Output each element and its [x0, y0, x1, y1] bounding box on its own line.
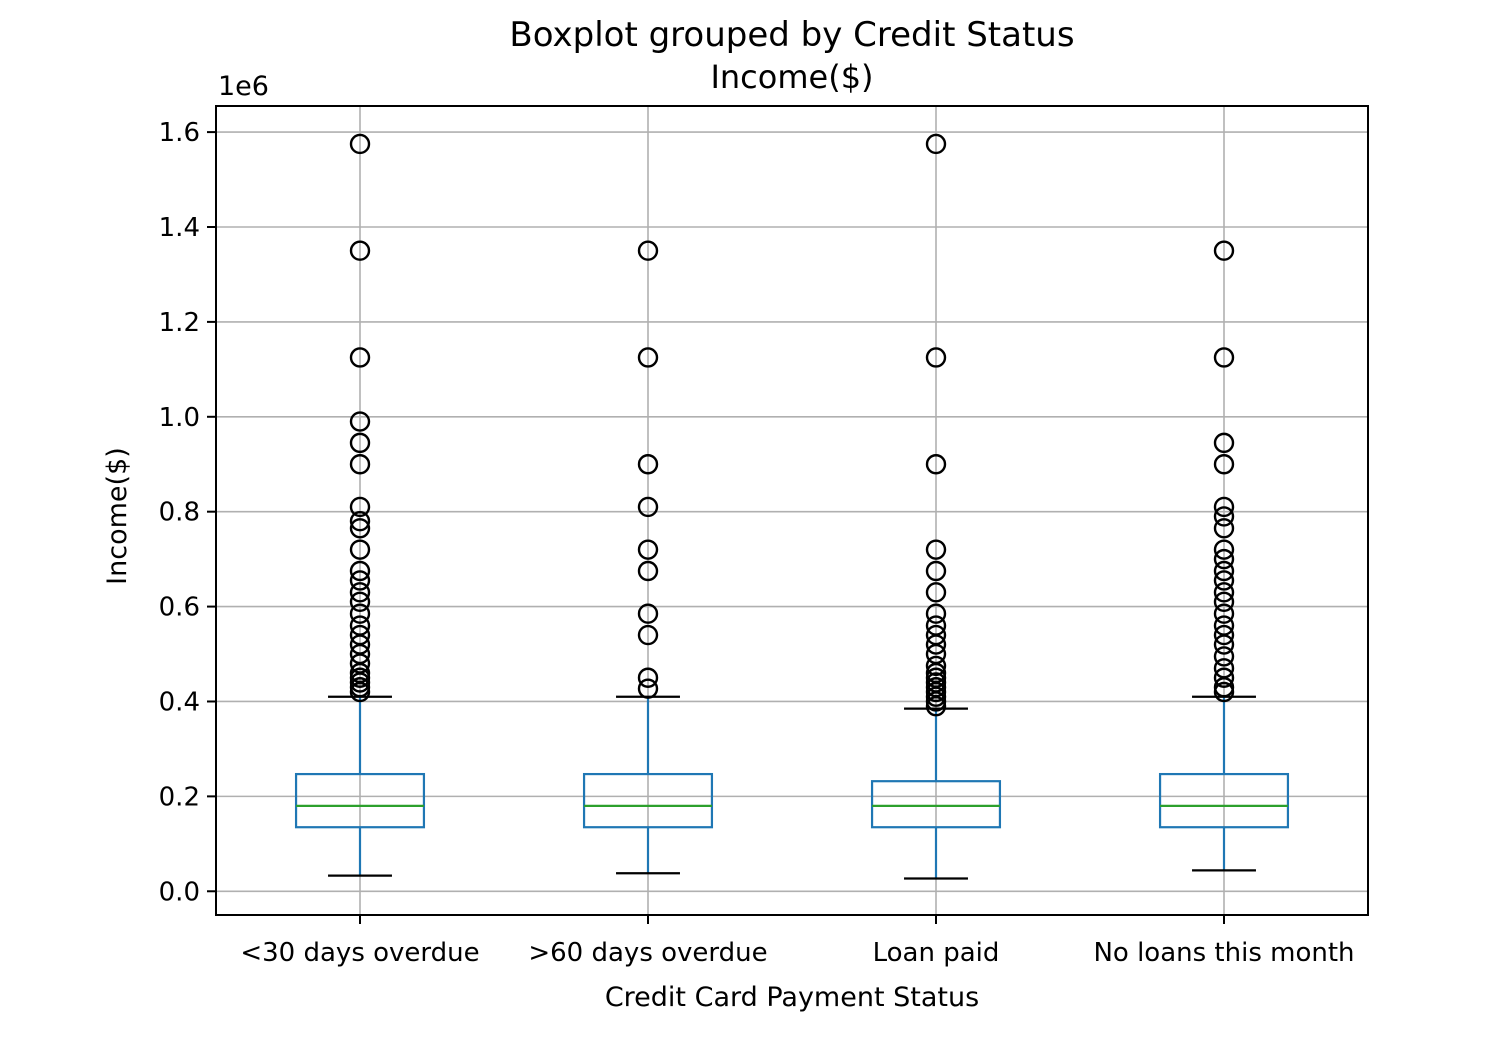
y-tick-label: 0.4 — [159, 687, 200, 717]
outlier-point — [637, 667, 659, 688]
outlier-point — [637, 240, 659, 261]
outlier-point — [637, 347, 659, 368]
outlier-point — [1213, 570, 1235, 591]
box-group-1 — [294, 133, 426, 877]
outlier-point — [925, 615, 947, 636]
outlier-point — [1213, 624, 1235, 646]
box-group-2 — [582, 240, 714, 875]
iqr-box — [582, 772, 714, 829]
outlier-point — [1213, 347, 1235, 368]
outlier-point — [925, 347, 947, 368]
outlier-point — [349, 510, 371, 532]
outlier-point — [1213, 603, 1235, 624]
outlier-point — [1213, 506, 1235, 527]
y-offset-label: 1e6 — [218, 71, 269, 102]
outlier-point — [349, 615, 371, 636]
outlier-point — [349, 539, 371, 560]
x-axis-label: Credit Card Payment Status — [605, 982, 979, 1013]
outlier-point — [925, 655, 947, 677]
outlier-point — [1213, 658, 1235, 679]
outlier-point — [637, 560, 659, 582]
outlier-point — [1213, 646, 1235, 667]
outlier-point — [349, 582, 371, 603]
outlier-point — [349, 518, 371, 539]
y-tick-label: 1.0 — [159, 403, 200, 433]
outlier-point — [925, 603, 947, 624]
iqr-box — [870, 780, 1002, 829]
outlier-point — [349, 570, 371, 591]
plot-frame — [215, 105, 1369, 916]
y-tick-label: 0.6 — [159, 593, 200, 623]
outlier-point — [349, 133, 371, 155]
outlier-point — [637, 624, 659, 646]
outlier-point — [349, 624, 371, 646]
iqr-box — [1158, 772, 1290, 829]
x-tick-label: <30 days overdue — [240, 938, 479, 968]
chart-title: Boxplot grouped by Credit Status — [509, 15, 1074, 55]
chart-subtitle: Income($) — [710, 58, 873, 96]
outlier-point — [1213, 560, 1235, 582]
y-tick-label: 1.4 — [159, 213, 200, 243]
outlier-point — [1213, 667, 1235, 688]
x-tick-label: >60 days overdue — [528, 938, 767, 968]
outlier-point — [349, 240, 371, 261]
outlier-point — [637, 454, 659, 475]
outlier-point — [1213, 582, 1235, 603]
outlier-point — [349, 603, 371, 624]
outlier-point — [349, 560, 371, 582]
outlier-point — [925, 624, 947, 646]
outlier-point — [1213, 454, 1235, 475]
outlier-point — [637, 496, 659, 518]
box-layer — [294, 133, 1290, 880]
outlier-point — [1213, 432, 1235, 454]
outlier-point — [925, 133, 947, 155]
ticks: 0.0 0.2 0.4 0.6 0.8 1.0 1.2 1.4 1.6 <30 days over… — [159, 118, 1355, 968]
y-tick-label: 0.2 — [159, 782, 200, 812]
y-tick-label: 1.2 — [159, 308, 200, 338]
outlier-point — [637, 539, 659, 560]
outlier-point — [1213, 240, 1235, 261]
outlier-point — [925, 560, 947, 582]
outlier-point — [925, 539, 947, 560]
outlier-point — [349, 411, 371, 432]
box-group-3 — [870, 133, 1002, 880]
grid — [216, 106, 1368, 915]
y-tick-label: 1.6 — [159, 118, 200, 148]
y-tick-label: 0.8 — [159, 498, 200, 528]
outlier-point — [349, 432, 371, 454]
outlier-point — [349, 347, 371, 368]
outlier-point — [349, 496, 371, 518]
y-axis-label: Income($) — [102, 447, 133, 585]
outlier-point — [1213, 591, 1235, 613]
outlier-point — [637, 678, 659, 699]
outlier-point — [925, 454, 947, 475]
outlier-point — [925, 582, 947, 603]
outlier-point — [1213, 615, 1235, 636]
outlier-point — [349, 454, 371, 475]
outlier-point — [637, 603, 659, 624]
outlier-point — [1213, 496, 1235, 518]
x-tick-label: No loans this month — [1093, 938, 1354, 968]
box-group-4 — [1158, 240, 1290, 872]
iqr-box — [294, 772, 426, 829]
outlier-point — [349, 591, 371, 613]
outlier-point — [1213, 548, 1235, 570]
x-tick-label: Loan paid — [873, 938, 1000, 968]
y-tick-label: 0.0 — [159, 877, 200, 907]
outlier-point — [1213, 518, 1235, 539]
outlier-point — [1213, 539, 1235, 560]
